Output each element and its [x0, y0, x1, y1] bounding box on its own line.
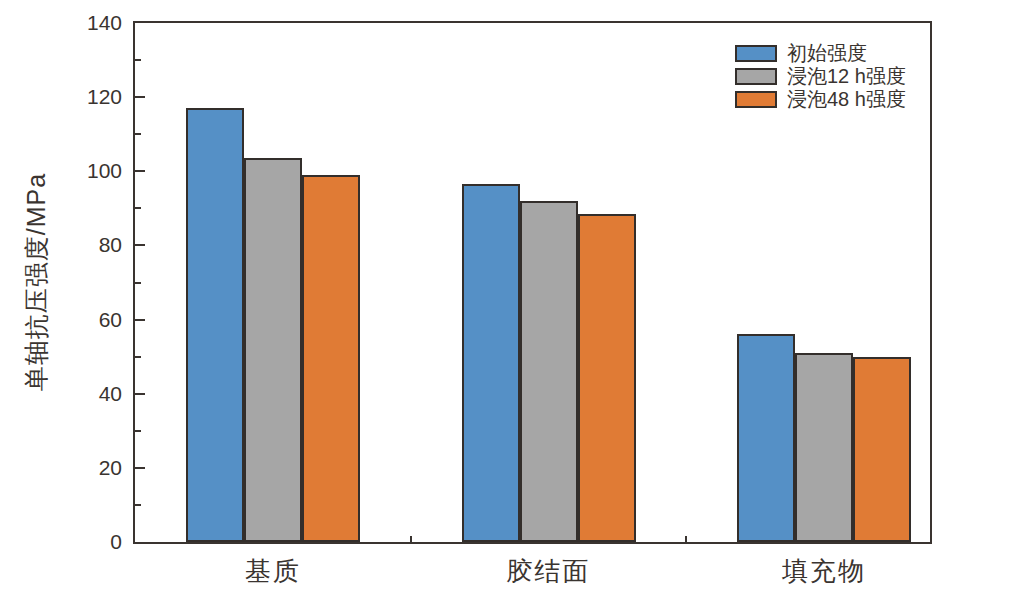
- bar-胶结面-series-2: [578, 214, 636, 542]
- legend: 初始强度浸泡12 h强度浸泡48 h强度: [735, 43, 906, 112]
- x-axis-minor-tick: [685, 536, 687, 542]
- y-axis-major-tick: [135, 96, 145, 98]
- bar-填充物-series-1: [795, 353, 853, 542]
- legend-swatch: [735, 68, 777, 85]
- bar-填充物-series-2: [853, 357, 911, 542]
- legend-item: 浸泡12 h强度: [735, 66, 906, 87]
- y-axis-tick-label: 0: [38, 531, 122, 553]
- x-axis-category-label: 填充物: [714, 554, 934, 589]
- legend-item: 初始强度: [735, 43, 906, 64]
- x-axis-minor-tick: [410, 536, 412, 542]
- y-axis-tick-label: 60: [38, 309, 122, 331]
- bar-基质-series-1: [244, 158, 302, 542]
- y-axis-tick-label: 80: [38, 234, 122, 256]
- y-axis-tick-label: 100: [38, 160, 122, 182]
- legend-swatch: [735, 45, 777, 62]
- plot-area: 初始强度浸泡12 h强度浸泡48 h强度: [133, 21, 932, 544]
- y-axis-minor-tick: [135, 356, 141, 358]
- legend-item-label: 浸泡48 h强度: [787, 86, 906, 113]
- bar-填充物-series-0: [737, 334, 795, 542]
- legend-swatch: [735, 91, 777, 108]
- bar-基质-series-0: [186, 108, 244, 542]
- y-axis-major-tick: [135, 244, 145, 246]
- y-axis-major-tick: [135, 467, 145, 469]
- y-axis-tick-label: 120: [38, 86, 122, 108]
- y-axis-major-tick: [135, 393, 145, 395]
- bar-基质-series-2: [302, 175, 360, 542]
- y-axis-minor-tick: [135, 282, 141, 284]
- y-axis-major-tick: [135, 319, 145, 321]
- y-axis-minor-tick: [135, 59, 141, 61]
- y-axis-tick-label: 140: [38, 12, 122, 34]
- y-axis-tick-label: 40: [38, 383, 122, 405]
- y-axis-major-tick: [135, 170, 145, 172]
- x-axis-category-label: 胶结面: [439, 554, 659, 589]
- legend-item: 浸泡48 h强度: [735, 89, 906, 110]
- x-axis-category-label: 基质: [163, 554, 383, 589]
- bar-胶结面-series-1: [520, 201, 578, 542]
- bar-chart-figure: 单轴抗压强度/MPa 初始强度浸泡12 h强度浸泡48 h强度 0 20 40 60 8…: [0, 0, 1015, 598]
- y-axis-minor-tick: [135, 504, 141, 506]
- y-axis-title: 单轴抗压强度/MPa: [20, 173, 53, 391]
- y-axis-minor-tick: [135, 430, 141, 432]
- y-axis-minor-tick: [135, 133, 141, 135]
- bar-胶结面-series-0: [462, 184, 520, 542]
- y-axis-tick-label: 20: [38, 457, 122, 479]
- y-axis-minor-tick: [135, 207, 141, 209]
